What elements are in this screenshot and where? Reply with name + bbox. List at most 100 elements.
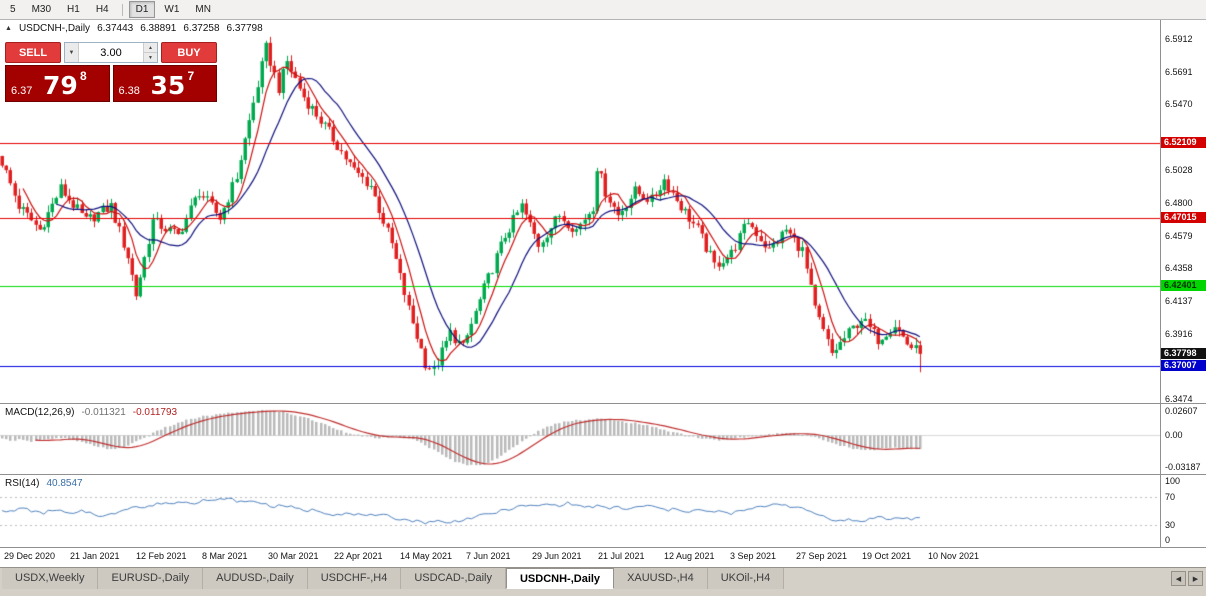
price-line-tag[interactable]: 6.47015	[1161, 211, 1206, 223]
timeframe-button-H1[interactable]: H1	[67, 4, 80, 15]
chart-ohlc-header: ▲ USDCNH-,Daily 6.37443 6.38891 6.37258 …	[5, 23, 263, 34]
price-axis-tick: 6.4358	[1165, 263, 1193, 274]
lot-size-field: ▼ ▲ ▼	[64, 42, 158, 63]
price-axis-tick: 6.5470	[1165, 99, 1193, 110]
lot-dropdown-icon[interactable]: ▼	[65, 43, 79, 62]
one-click-trading-panel: SELL ▼ ▲ ▼ BUY 6.37 79 8 6	[5, 42, 217, 102]
price-axis-tick: 6.3474	[1165, 394, 1193, 404]
chart-symbol-label: USDCNH-,Daily	[18, 23, 91, 34]
tabs-scroll-left-icon[interactable]: ◀	[1171, 571, 1186, 586]
lot-stepper: ▲ ▼	[143, 43, 157, 62]
timeframe-button-MN[interactable]: MN	[195, 4, 211, 15]
chart-tab-ukoil-h4[interactable]: UKOil-,H4	[707, 568, 785, 589]
price-axis-tick: 6.5691	[1165, 66, 1193, 77]
chart-tab-usdchf-h4[interactable]: USDCHF-,H4	[307, 568, 402, 589]
time-axis-label: 21 Jan 2021	[70, 551, 120, 561]
pane-separator[interactable]	[0, 403, 1206, 404]
chart-area: ▲ USDCNH-,Daily 6.37443 6.38891 6.37258 …	[0, 20, 1206, 596]
sell-price-prefix: 6.37	[11, 85, 33, 97]
timeframe-button-D1[interactable]: D1	[128, 1, 156, 18]
chart-tab-audusd-daily[interactable]: AUDUSD-,Daily	[203, 568, 308, 589]
timeframe-button-H4[interactable]: H4	[95, 4, 109, 15]
macd-signal-value: -0.011793	[132, 407, 178, 418]
time-axis-label: 14 May 2021	[400, 551, 453, 561]
tab-scroll-buttons: ◀ ▶	[1171, 571, 1203, 586]
sell-price-display[interactable]: 6.37 79 8	[5, 65, 110, 102]
time-axis-label: 7 Jun 2021	[466, 551, 511, 561]
time-axis-label: 19 Oct 2021	[862, 551, 912, 561]
chart-tab-usdcad-daily[interactable]: USDCAD-,Daily	[401, 568, 506, 589]
rsi-value: 40.8547	[46, 478, 83, 489]
chart-tab-xauusd-h4[interactable]: XAUUSD-,H4	[614, 568, 708, 589]
time-axis: 29 Dec 2020 21 Jan 2021 12 Feb 2021 8 Mar 2…	[0, 548, 1160, 566]
timeframe-button-5[interactable]: 5	[10, 4, 16, 15]
chart-tabs: USDX,Weekly EURUSD-,Daily AUDUSD-,Daily USD…	[0, 568, 1206, 589]
timeframe-button-W1[interactable]: W1	[164, 4, 180, 15]
sell-price-point: 8	[80, 69, 87, 83]
time-axis-label: 29 Dec 2020	[4, 551, 56, 561]
rsi-axis-0: 0	[1165, 535, 1171, 545]
current-price-tag: 6.37798	[1161, 347, 1206, 359]
time-axis-label: 30 Mar 2021	[268, 551, 319, 561]
price-axis: 6.5912 6.5691 6.5470 6.5028 6.4800 6.4579 6.43…	[1161, 20, 1206, 566]
macd-indicator-canvas[interactable]	[0, 404, 1160, 474]
chart-tab-strip: USDX,Weekly EURUSD-,Daily AUDUSD-,Daily USD…	[0, 567, 1206, 596]
buy-price-point: 7	[187, 69, 195, 83]
rsi-axis-70: 70	[1165, 491, 1176, 502]
axis-separator	[1160, 20, 1161, 547]
time-axis-label: 3 Sep 2021	[730, 551, 777, 561]
price-axis-tick: 6.5028	[1165, 164, 1193, 175]
chart-tab-usdx-weekly[interactable]: USDX,Weekly	[2, 568, 99, 589]
sell-price-pips: 79	[43, 71, 78, 100]
buy-price-prefix: 6.38	[118, 85, 140, 97]
buy-price-display[interactable]: 6.38 35 7	[112, 65, 217, 102]
timeframe-toolbar: 5 M30 H1 H4 D1 W1 MN	[0, 0, 1206, 20]
macd-axis-max: 0.02607	[1165, 406, 1198, 416]
price-axis-tick: 6.5912	[1165, 34, 1193, 45]
time-axis-label: 8 Mar 2021	[202, 551, 248, 561]
price-axis-tick: 6.3916	[1165, 328, 1193, 339]
rsi-axis-30: 30	[1165, 520, 1176, 531]
lot-decrease-icon[interactable]: ▼	[144, 53, 157, 62]
ohlc-close-value: 6.37798	[226, 23, 263, 34]
time-axis-label: 21 Jul 2021	[598, 551, 645, 561]
time-axis-label: 27 Sep 2021	[796, 551, 848, 561]
price-line-tag[interactable]: 6.37007	[1161, 359, 1206, 371]
sell-button[interactable]: SELL	[5, 42, 61, 63]
timeframe-button-M30[interactable]: M30	[31, 4, 52, 15]
buy-button[interactable]: BUY	[161, 42, 217, 63]
macd-axis-min: -0.03187	[1165, 462, 1201, 472]
macd-title: MACD(12,26,9)	[5, 407, 75, 418]
lot-size-input[interactable]	[79, 43, 143, 62]
buy-price-pips: 35	[150, 71, 186, 100]
ohlc-low-value: 6.37258	[183, 23, 220, 34]
price-axis-tick: 6.4579	[1165, 230, 1193, 241]
price-axis-tick: 6.4137	[1165, 296, 1193, 307]
time-axis-label: 10 Nov 2021	[928, 551, 980, 561]
pane-separator	[0, 547, 1206, 548]
macd-header: MACD(12,26,9) -0.011321 -0.011793	[5, 407, 177, 418]
rsi-header: RSI(14) 40.8547	[5, 478, 83, 489]
rsi-title: RSI(14)	[5, 478, 40, 489]
price-line-tag[interactable]: 6.52109	[1161, 136, 1206, 148]
macd-axis-zero: 0.00	[1165, 430, 1183, 441]
chart-tab-usdcnh-daily[interactable]: USDCNH-,Daily	[505, 568, 615, 589]
price-axis-tick: 6.4800	[1165, 198, 1193, 209]
ohlc-high-value: 6.38891	[140, 23, 177, 34]
rsi-indicator-canvas[interactable]	[0, 475, 1160, 547]
macd-main-value: -0.011321	[81, 407, 126, 418]
chart-collapse-icon[interactable]: ▲	[5, 25, 12, 32]
time-axis-label: 12 Feb 2021	[136, 551, 187, 561]
rsi-axis-100: 100	[1165, 476, 1181, 486]
time-axis-label: 22 Apr 2021	[334, 551, 383, 561]
chart-tab-eurusd-daily[interactable]: EURUSD-,Daily	[98, 568, 204, 589]
price-line-tag[interactable]: 6.42401	[1161, 279, 1206, 291]
pane-separator[interactable]	[0, 474, 1206, 475]
time-axis-label: 12 Aug 2021	[664, 551, 715, 561]
lot-increase-icon[interactable]: ▲	[144, 43, 157, 53]
time-axis-label: 29 Jun 2021	[532, 551, 582, 561]
ohlc-open-value: 6.37443	[97, 23, 134, 34]
toolbar-separator	[121, 3, 123, 16]
tabs-scroll-right-icon[interactable]: ▶	[1188, 571, 1203, 586]
